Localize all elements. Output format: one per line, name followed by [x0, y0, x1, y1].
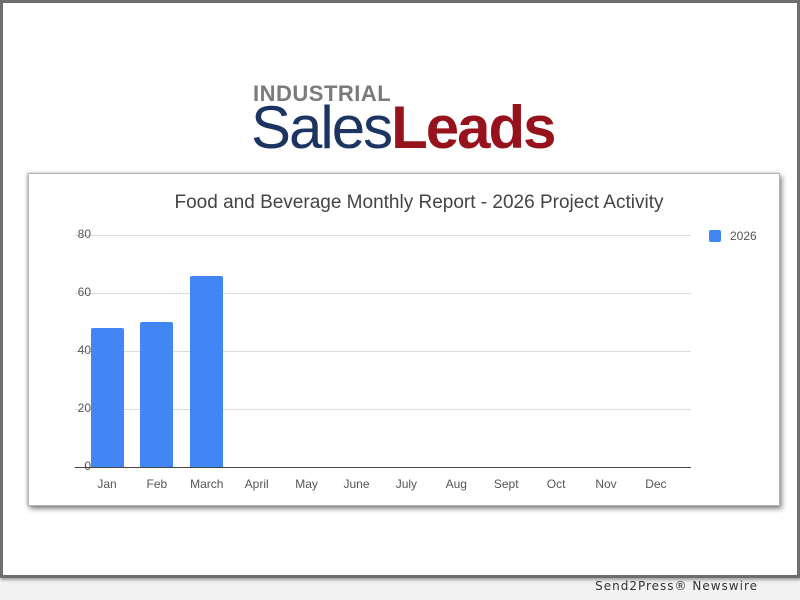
- chart-title: Food and Beverage Monthly Report - 2026 …: [174, 192, 664, 213]
- legend-swatch-2026: [709, 230, 721, 242]
- y-tick-label: 80: [77, 227, 91, 241]
- gridline: [75, 351, 691, 352]
- image-frame: INDUSTRIAL SalesLeads Food and Beverage …: [0, 0, 800, 578]
- x-tick-label: Dec: [645, 477, 667, 491]
- y-tick-label: 20: [77, 401, 91, 415]
- chart-card: Food and Beverage Monthly Report - 2026 …: [28, 173, 780, 506]
- logo-wordmark: SalesLeads: [251, 93, 557, 163]
- x-tick-label: March: [190, 477, 224, 491]
- logo-sales-text: Sales: [251, 94, 393, 161]
- send2press-credit: Send2Press® Newswire: [595, 579, 758, 593]
- industrial-sales-leads-logo: INDUSTRIAL SalesLeads: [251, 81, 571, 161]
- x-tick-label: Sept: [493, 477, 519, 491]
- x-tick-label: Aug: [445, 477, 467, 491]
- chart-legend: 2026: [709, 229, 757, 243]
- x-tick-label: April: [244, 477, 269, 491]
- logo-industrial-text: INDUSTRIAL: [253, 81, 392, 106]
- bar-jan: [90, 327, 124, 467]
- bar-feb: [140, 322, 174, 467]
- y-tick-label: 40: [77, 343, 91, 357]
- x-tick-label: June: [343, 477, 370, 491]
- x-tick-label: Jan: [97, 477, 117, 491]
- x-tick-label: Oct: [546, 477, 566, 491]
- logo-leads-text: Leads: [391, 94, 556, 161]
- gridline: [75, 235, 691, 236]
- y-tick-label: 60: [77, 285, 91, 299]
- y-tick-label: 0: [84, 459, 91, 473]
- x-tick-label: Nov: [595, 477, 617, 491]
- gridline: [75, 409, 691, 410]
- x-tick-label: May: [295, 477, 318, 491]
- x-axis-line: [75, 467, 691, 468]
- x-tick-label: Feb: [146, 477, 168, 491]
- gridline: [75, 293, 691, 294]
- x-tick-label: July: [395, 477, 418, 491]
- legend-label-2026: 2026: [730, 229, 757, 243]
- bar-march: [190, 275, 224, 467]
